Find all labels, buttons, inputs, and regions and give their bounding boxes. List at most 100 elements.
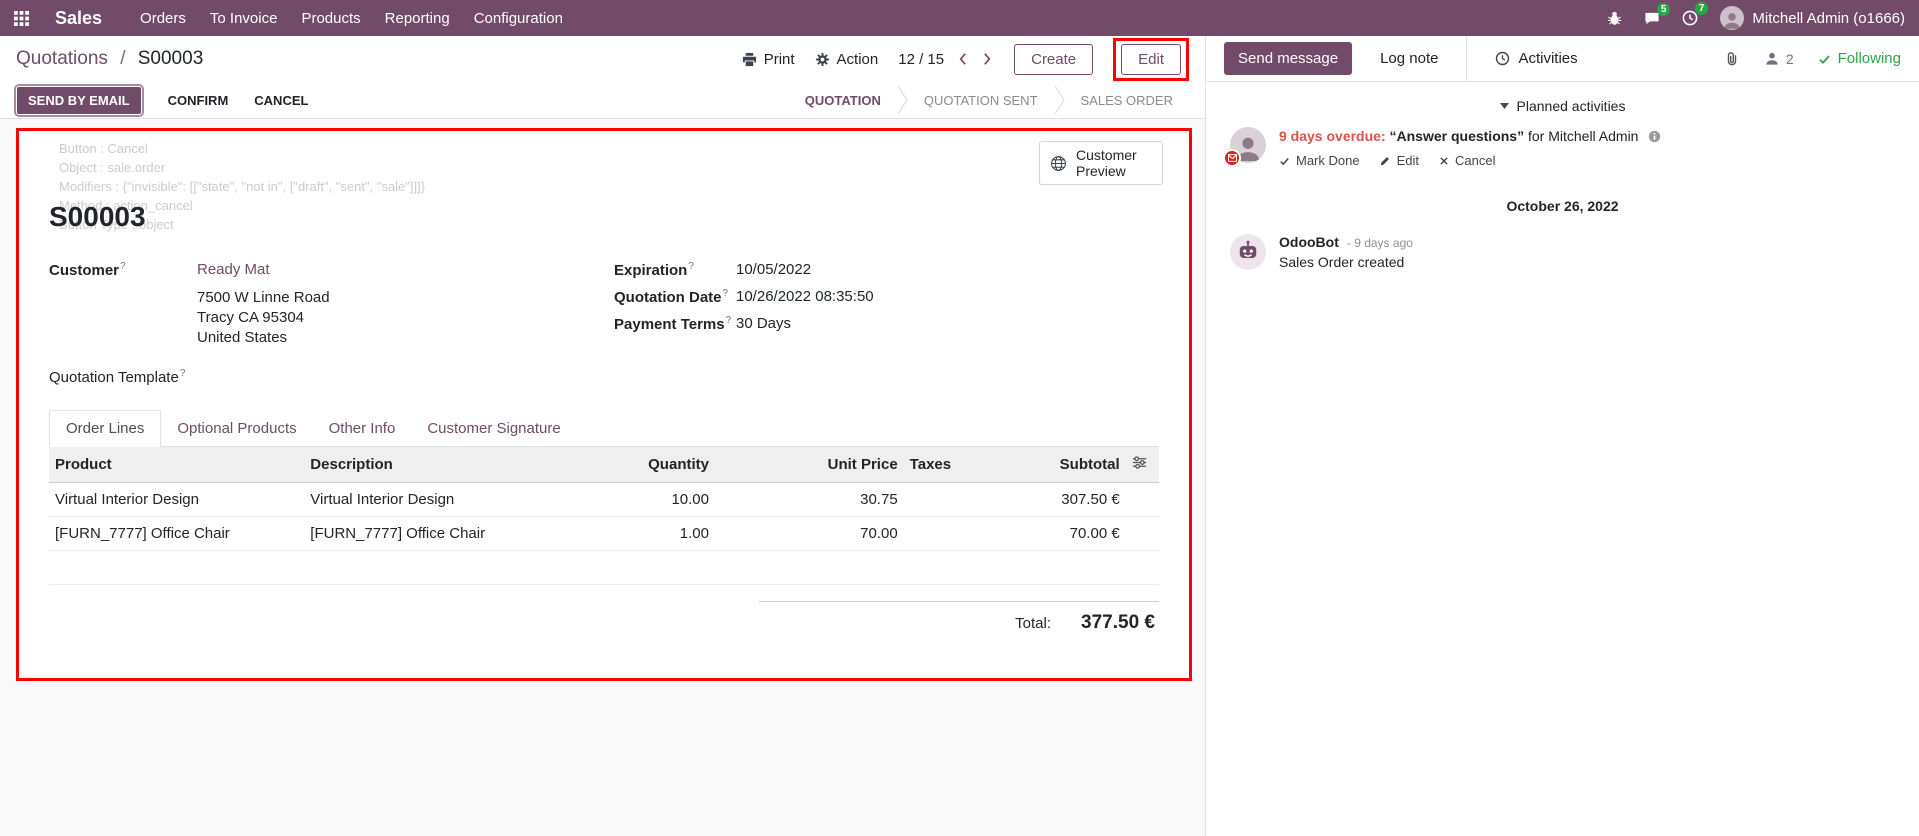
print-button[interactable]: Print — [742, 51, 795, 68]
nav-item-to-invoice[interactable]: To Invoice — [209, 9, 278, 27]
message-header: OdooBot - 9 days ago — [1279, 234, 1413, 250]
pencil-icon — [1380, 155, 1391, 166]
col-quantity: Quantity — [570, 447, 715, 483]
table-row[interactable]: Virtual Interior Design Virtual Interior… — [49, 482, 1159, 517]
tab-optional-products[interactable]: Optional Products — [161, 410, 312, 446]
cancel-activity-button[interactable]: Cancel — [1439, 153, 1495, 168]
activity-item: 9 days overdue: “Answer questions” for M… — [1206, 114, 1919, 168]
step-separator-icon — [1054, 83, 1065, 117]
group-left: Customer? Ready Mat 7500 W Linne Road Tr… — [49, 261, 614, 348]
activity-actions: Mark Done Edit Cancel — [1279, 153, 1661, 168]
edit-activity-label: Edit — [1396, 153, 1419, 168]
edit-activity-button[interactable]: Edit — [1380, 153, 1419, 168]
overdue-label: 9 days overdue: — [1279, 128, 1386, 144]
nav-item-reporting[interactable]: Reporting — [384, 9, 450, 27]
print-label: Print — [763, 50, 795, 68]
field-groups: Customer? Ready Mat 7500 W Linne Road Tr… — [49, 261, 1159, 348]
date-divider: October 26, 2022 — [1506, 198, 1619, 214]
pager-previous-icon[interactable] — [956, 50, 969, 68]
odoobot-avatar — [1230, 234, 1266, 270]
cancel-activity-label: Cancel — [1454, 153, 1496, 168]
nav-item-configuration[interactable]: Configuration — [473, 9, 563, 27]
customer-value-link[interactable]: Ready Mat — [197, 261, 270, 278]
cell-unit-price: 70.00 — [714, 516, 904, 551]
nav-item-orders[interactable]: Orders — [140, 9, 186, 27]
app-brand[interactable]: Sales — [55, 7, 103, 28]
cell-product: [FURN_7777] Office Chair — [49, 516, 305, 551]
step-sales-order[interactable]: SALES ORDER — [1065, 82, 1189, 118]
form-annotation-box: Button : Cancel Object : sale.order Modi… — [16, 128, 1192, 681]
log-note-button[interactable]: Log note — [1380, 50, 1439, 67]
cancel-button[interactable]: CANCEL — [254, 92, 309, 108]
tab-other-info[interactable]: Other Info — [313, 410, 412, 446]
customer-preview-label: Customer Preview — [1076, 147, 1137, 179]
cell-options — [1125, 482, 1159, 517]
order-lines-table: Product Description Quantity Unit Price … — [49, 447, 1159, 585]
clock-icon — [1495, 51, 1510, 66]
mark-done-button[interactable]: Mark Done — [1279, 153, 1360, 168]
chatter-toolbar: Send message Log note Activities 2 Follo… — [1206, 36, 1919, 82]
table-row[interactable]: [FURN_7777] Office Chair [FURN_7777] Off… — [49, 516, 1159, 551]
chatter-message: OdooBot - 9 days ago Sales Order created — [1206, 234, 1919, 270]
nav-item-products[interactable]: Products — [301, 9, 361, 27]
confirm-button[interactable]: CONFIRM — [167, 92, 229, 108]
message-author: OdooBot — [1279, 234, 1339, 250]
step-quotation-sent[interactable]: QUOTATION SENT — [908, 82, 1054, 118]
optional-columns-icon[interactable] — [1132, 455, 1147, 470]
help-marker: ? — [722, 288, 729, 299]
activity-assignee: for Mitchell Admin — [1527, 128, 1639, 144]
schedule-activity-button[interactable]: Activities — [1466, 36, 1578, 81]
send-by-email-button[interactable]: SEND BY EMAIL — [16, 85, 142, 115]
edit-button[interactable]: Edit — [1121, 43, 1181, 75]
debug-line: Button : Cancel — [59, 141, 148, 156]
planned-activities-toggle[interactable]: Planned activities — [1206, 98, 1919, 114]
debug-bug-icon[interactable] — [1607, 11, 1622, 26]
customer-address: 7500 W Linne Road Tracy CA 95304 United … — [197, 288, 614, 348]
user-menu[interactable]: Mitchell Admin (o1666) — [1720, 6, 1905, 30]
customer-preview-button[interactable]: Customer Preview — [1039, 141, 1163, 185]
form-pane: Quotations / S00003 Print Action 12 / 15 — [0, 36, 1206, 836]
debug-line: Object : sale.order — [59, 160, 166, 175]
message-content: OdooBot - 9 days ago Sales Order created — [1279, 234, 1413, 270]
quotation-title: S00003 — [49, 201, 146, 232]
chatter-panel: Send message Log note Activities 2 Follo… — [1206, 36, 1919, 836]
step-quotation[interactable]: QUOTATION — [789, 82, 897, 118]
create-button[interactable]: Create — [1014, 43, 1094, 75]
attachments-button[interactable] — [1724, 51, 1740, 67]
tab-customer-signature[interactable]: Customer Signature — [411, 410, 576, 446]
customer-field: Customer? Ready Mat — [49, 261, 614, 279]
pager-counter: 12 / 15 — [898, 50, 945, 68]
cell-taxes — [903, 482, 1015, 517]
followers-button[interactable]: 2 — [1764, 51, 1794, 67]
info-icon[interactable] — [1648, 130, 1661, 143]
address-line: Tracy CA 95304 — [197, 309, 304, 326]
quotation-template-field: Quotation Template? — [49, 368, 1159, 386]
globe-icon — [1050, 155, 1067, 172]
messages-icon[interactable]: 5 — [1644, 2, 1671, 26]
activities-label: Activities — [1518, 50, 1578, 67]
tab-order-lines[interactable]: Order Lines — [49, 410, 162, 447]
send-message-button[interactable]: Send message — [1224, 42, 1353, 75]
breadcrumb-current: S00003 — [137, 48, 204, 69]
help-marker: ? — [725, 315, 732, 326]
following-button[interactable]: Following — [1818, 50, 1901, 67]
quotation-date-value: 10/26/2022 08:35:50 — [736, 288, 874, 305]
pager-next-icon[interactable] — [981, 50, 994, 68]
debug-line: Modifiers : {"invisible": [["state", "no… — [59, 179, 426, 194]
breadcrumb-quotations[interactable]: Quotations — [16, 48, 108, 69]
cell-unit-price: 30.75 — [714, 482, 904, 517]
message-timestamp: - 9 days ago — [1346, 236, 1413, 250]
action-button[interactable]: Action — [815, 51, 878, 68]
apps-grid-icon[interactable] — [14, 10, 29, 26]
breadcrumb: Quotations / S00003 — [16, 48, 203, 70]
statusbar: SEND BY EMAIL CONFIRM CANCEL QUOTATION Q… — [0, 82, 1205, 119]
step-separator-icon — [897, 83, 908, 117]
email-activity-badge — [1223, 149, 1241, 167]
total-label: Total: — [1015, 615, 1052, 632]
cell-taxes — [903, 516, 1015, 551]
pager: 12 / 15 — [898, 50, 994, 68]
activities-clock-icon[interactable]: 7 — [1682, 2, 1709, 26]
totals-block: Total: 377.50 € — [759, 601, 1159, 634]
following-label: Following — [1837, 50, 1901, 67]
activity-content: 9 days overdue: “Answer questions” for M… — [1279, 127, 1661, 168]
